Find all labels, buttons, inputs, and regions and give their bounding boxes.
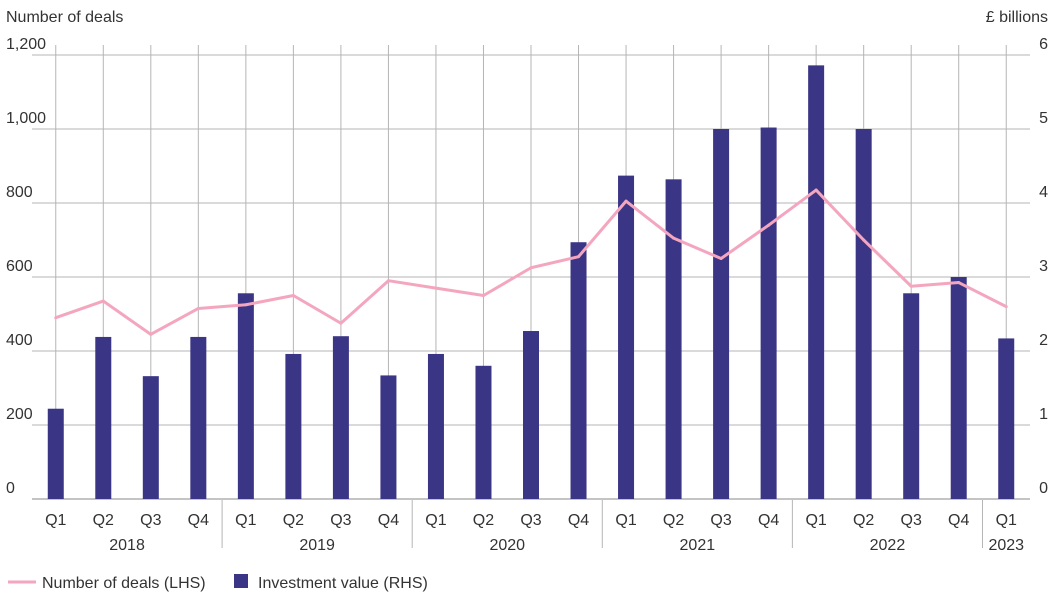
- bar: [713, 129, 730, 499]
- year-label: 2020: [489, 537, 525, 554]
- x-tick-label: Q2: [283, 512, 304, 529]
- y-right-tick-label: 6: [1039, 36, 1048, 53]
- bar: [903, 293, 920, 499]
- x-tick-label: Q2: [663, 512, 684, 529]
- line-point: [719, 257, 723, 260]
- line-point: [529, 266, 533, 270]
- year-label: 2019: [299, 537, 335, 554]
- bar: [618, 175, 635, 499]
- bar: [523, 331, 539, 499]
- line-point: [481, 294, 485, 297]
- line-point: [54, 316, 58, 320]
- bar: [190, 336, 207, 499]
- line-point: [672, 236, 676, 240]
- line-point: [244, 303, 248, 307]
- x-tick-label: Q1: [996, 512, 1017, 529]
- bar: [855, 129, 872, 499]
- line-point: [1004, 305, 1008, 309]
- x-tick-label: Q3: [330, 512, 351, 529]
- legend-bar-swatch: [234, 574, 248, 588]
- year-label: 2023: [988, 537, 1024, 554]
- y-left-tick-label: 600: [6, 258, 33, 275]
- x-tick-label: Q1: [615, 512, 636, 529]
- y-left-tick-label: 400: [6, 332, 33, 349]
- x-tick-label: Q1: [805, 512, 826, 529]
- line-point: [862, 238, 866, 242]
- y-right-tick-label: 3: [1039, 258, 1048, 275]
- x-tick-label: Q2: [473, 512, 494, 529]
- line-point: [149, 332, 153, 336]
- y-left-tick-label: 1,000: [6, 110, 46, 127]
- line-point: [957, 281, 961, 285]
- legend-label-investment: Investment value (RHS): [258, 575, 428, 592]
- bar: [665, 179, 682, 499]
- x-tick-label: Q4: [948, 512, 969, 529]
- x-tick-label: Q1: [425, 512, 446, 529]
- bar: [285, 353, 302, 499]
- x-tick-label: Q2: [853, 512, 874, 529]
- y-right-tick-label: 5: [1039, 110, 1048, 127]
- x-tick-label: Q3: [901, 512, 922, 529]
- line-point: [767, 223, 771, 227]
- line-point: [814, 188, 818, 192]
- bar: [95, 336, 112, 499]
- x-tick-label: Q4: [378, 512, 399, 529]
- axes: 0 0 200 1 400 2 600 3 800 4 1,000 5 1,200 6 Q1 Q2 Q3 Q4 Q1…: [6, 36, 1048, 554]
- y-right-tick-label: 4: [1039, 184, 1048, 201]
- y-left-tick-label: 1,200: [6, 36, 46, 53]
- y-left-axis-title: Number of deals: [6, 9, 123, 26]
- bar: [808, 65, 825, 500]
- x-tick-label: Q4: [188, 512, 209, 529]
- y-right-tick-label: 0: [1039, 480, 1048, 497]
- x-tick-label: Q3: [140, 512, 161, 529]
- x-tick-label: Q4: [568, 512, 589, 529]
- y-right-axis-title: £ billions: [986, 9, 1048, 26]
- legend: Number of deals (LHS) Investment value (…: [8, 574, 428, 592]
- x-tick-label: Q2: [93, 512, 114, 529]
- x-tick-label: Q1: [45, 512, 66, 529]
- line-point: [434, 286, 438, 290]
- legend-label-deals: Number of deals (LHS): [42, 575, 206, 592]
- line-series: [54, 188, 1008, 336]
- bar-series: [47, 65, 1015, 500]
- x-tick-label: Q1: [235, 512, 256, 529]
- line-point: [339, 321, 343, 325]
- line-point: [909, 284, 913, 288]
- year-label: 2022: [870, 537, 906, 554]
- line-point: [291, 294, 295, 297]
- bar: [380, 375, 397, 499]
- line-point: [386, 279, 390, 283]
- y-right-tick-label: 1: [1039, 406, 1048, 423]
- bar: [475, 365, 492, 499]
- year-label: 2021: [680, 537, 716, 554]
- year-label: 2018: [109, 537, 145, 554]
- line-point: [624, 199, 628, 203]
- line-point: [196, 306, 200, 310]
- bar: [332, 336, 349, 499]
- bar: [570, 242, 587, 499]
- y-left-tick-label: 200: [6, 406, 33, 423]
- line-point: [101, 299, 105, 303]
- bar: [237, 293, 254, 499]
- x-tick-label: Q4: [758, 512, 779, 529]
- bar: [47, 408, 64, 499]
- bar: [760, 127, 777, 500]
- bar: [427, 353, 444, 499]
- bar: [950, 277, 967, 499]
- y-right-tick-label: 2: [1039, 332, 1048, 349]
- x-tick-label: Q3: [710, 512, 731, 529]
- line-point: [577, 255, 581, 259]
- y-left-tick-label: 800: [6, 184, 33, 201]
- x-tick-label: Q3: [520, 512, 541, 529]
- bar: [998, 338, 1015, 499]
- bar: [142, 376, 159, 499]
- y-left-tick-label: 0: [6, 480, 15, 497]
